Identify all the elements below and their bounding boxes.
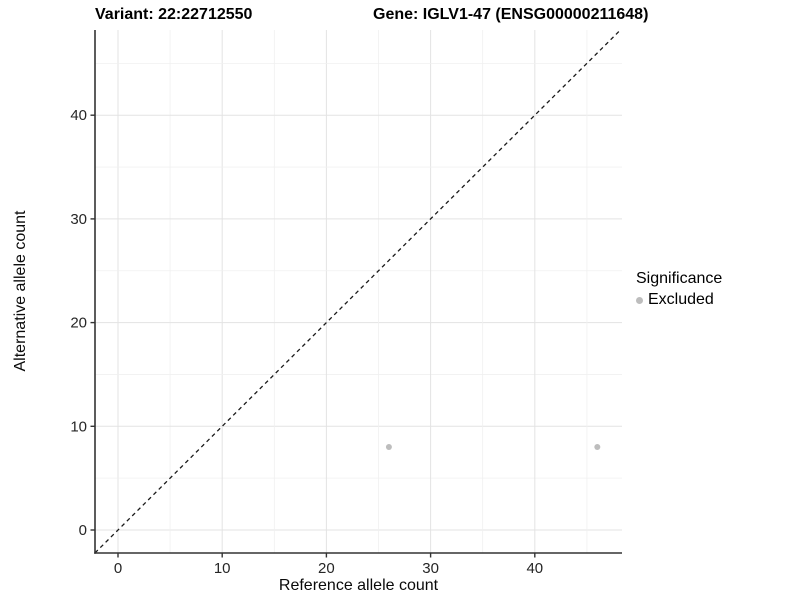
y-tick-label: 10 bbox=[70, 418, 87, 435]
legend: Significance Excluded bbox=[636, 270, 722, 309]
gene-title: Gene: IGLV1-47 (ENSG00000211648) bbox=[373, 6, 649, 23]
legend-title: Significance bbox=[636, 270, 723, 287]
x-tick-label: 40 bbox=[526, 560, 543, 577]
x-axis-title: Reference allele count bbox=[278, 577, 439, 594]
identity-dashed-line bbox=[94, 29, 621, 554]
y-axis-title: Alternative allele count bbox=[12, 210, 29, 372]
excluded-point-icon bbox=[636, 296, 643, 304]
y-tick-label: 30 bbox=[70, 211, 87, 228]
x-tick-label: 20 bbox=[318, 560, 335, 577]
y-tick-label: 0 bbox=[79, 522, 87, 539]
legend-item-label: Excluded bbox=[648, 291, 714, 308]
data-point bbox=[594, 444, 601, 451]
x-tick-label: 0 bbox=[114, 560, 122, 577]
x-tick-label: 30 bbox=[422, 560, 439, 577]
x-tick-label: 10 bbox=[214, 560, 231, 577]
variant-title: Variant: 22:22712550 bbox=[95, 6, 253, 23]
legend-item-excluded: Excluded bbox=[636, 291, 722, 309]
y-tick-label: 40 bbox=[70, 107, 87, 124]
data-point bbox=[385, 444, 392, 451]
y-tick-label: 20 bbox=[70, 315, 87, 332]
